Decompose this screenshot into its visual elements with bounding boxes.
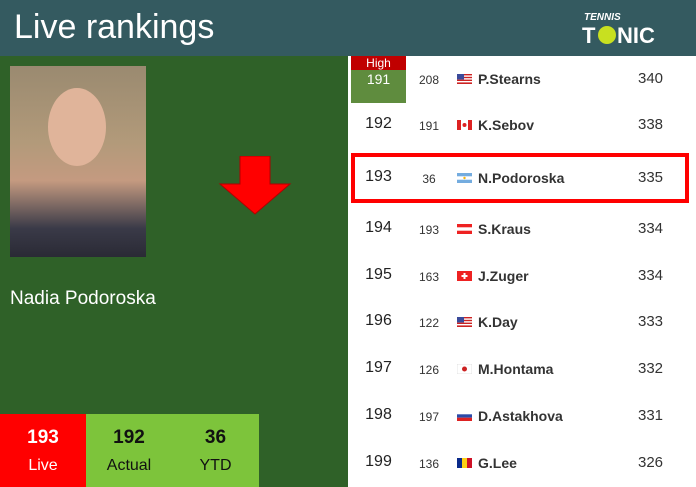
ranking-row[interactable]: 194 193 S.Kraus 334 xyxy=(348,206,696,253)
ranking-row[interactable]: 198 197 D.Astakhova 331 xyxy=(348,393,696,440)
flag-ca-icon xyxy=(457,120,472,130)
rank: 191 xyxy=(366,71,391,87)
ranking-row[interactable]: 196 122 K.Day 333 xyxy=(348,299,696,346)
player-photo xyxy=(10,66,146,257)
points: 338 xyxy=(638,116,664,133)
svg-text:NIC: NIC xyxy=(617,23,655,46)
previous-rank: 208 xyxy=(418,73,440,87)
previous-rank: 193 xyxy=(418,223,440,237)
flag-ch-icon xyxy=(457,271,472,281)
previous-rank: 197 xyxy=(418,410,440,424)
rank: 198 xyxy=(365,406,392,423)
player-panel: Nadia Podoroska 193 Live 192 Actual 36 YTD xyxy=(0,56,348,487)
rank: 192 xyxy=(365,115,392,132)
high-label: High xyxy=(351,56,406,70)
flag-at-icon xyxy=(457,224,472,234)
points: 326 xyxy=(638,454,664,471)
flag-ar-icon xyxy=(457,173,472,183)
rank: 193 xyxy=(365,168,392,185)
player-name-link[interactable]: G.Lee xyxy=(478,455,517,471)
live-rank: 193 xyxy=(27,427,59,448)
flag-us-icon xyxy=(457,74,472,84)
ranking-row[interactable]: 192 191 K.Sebov 338 xyxy=(348,102,696,149)
rank: 199 xyxy=(365,453,392,470)
live-label: Live xyxy=(28,457,58,474)
page-title: Live rankings xyxy=(14,8,215,46)
current-player-highlight xyxy=(351,153,689,203)
ytd-label: YTD xyxy=(199,457,232,474)
rank: 197 xyxy=(365,359,392,376)
player-name-link[interactable]: K.Sebov xyxy=(478,117,535,133)
previous-rank: 126 xyxy=(418,363,440,377)
points: 334 xyxy=(638,267,664,284)
player-name-link[interactable]: K.Day xyxy=(478,314,518,330)
actual-rank-box: 192 Actual xyxy=(86,414,172,487)
ranking-row[interactable]: 199 136 G.Lee 326 xyxy=(348,440,696,487)
rank: 194 xyxy=(365,219,392,236)
previous-rank: 163 xyxy=(418,270,440,284)
player-name-link[interactable]: J.Zuger xyxy=(478,268,529,284)
previous-rank: 122 xyxy=(418,316,440,330)
ranking-row[interactable]: 197 126 M.Hontama 332 xyxy=(348,346,696,393)
header: Live rankings TENNIS T NIC xyxy=(0,0,696,56)
points: 335 xyxy=(638,169,664,186)
tennis-tonic-logo: TENNIS T NIC xyxy=(582,12,655,46)
player-name-link[interactable]: N.Podoroska xyxy=(478,170,565,186)
svg-text:T: T xyxy=(582,23,596,46)
down-arrow-icon xyxy=(218,156,292,215)
ranking-row[interactable]: 195 163 J.Zuger 334 xyxy=(348,253,696,300)
player-name: Nadia Podoroska xyxy=(10,288,156,309)
previous-rank: 191 xyxy=(418,119,440,133)
flag-jp-icon xyxy=(457,364,472,374)
svg-text:TENNIS: TENNIS xyxy=(584,12,621,23)
points: 333 xyxy=(638,313,664,330)
live-rank-box: 193 Live xyxy=(0,414,86,487)
flag-ro-icon xyxy=(457,458,472,468)
player-name-link[interactable]: M.Hontama xyxy=(478,361,554,377)
rank: 195 xyxy=(365,266,392,283)
player-name-link[interactable]: P.Stearns xyxy=(478,71,541,87)
career-high-badge: High xyxy=(351,56,406,103)
previous-rank: 36 xyxy=(422,172,436,186)
points: 340 xyxy=(638,70,664,87)
points: 334 xyxy=(638,220,664,237)
flag-ru-icon xyxy=(457,411,472,421)
ytd-rank: 36 xyxy=(204,427,227,448)
actual-rank: 192 xyxy=(113,427,145,448)
ranking-row[interactable]: 193 36 N.Podoroska 335 xyxy=(348,155,696,202)
actual-label: Actual xyxy=(106,457,152,474)
ranking-row[interactable]: 191 208 P.Stearns 340 xyxy=(348,56,696,103)
points: 332 xyxy=(638,360,664,377)
previous-rank: 136 xyxy=(418,457,440,471)
rank: 196 xyxy=(365,312,392,329)
points: 331 xyxy=(638,407,664,424)
ytd-rank-box: 36 YTD xyxy=(172,414,259,487)
player-name-link[interactable]: D.Astakhova xyxy=(478,408,563,424)
flag-us-icon xyxy=(457,317,472,327)
player-name-link[interactable]: S.Kraus xyxy=(478,221,531,237)
